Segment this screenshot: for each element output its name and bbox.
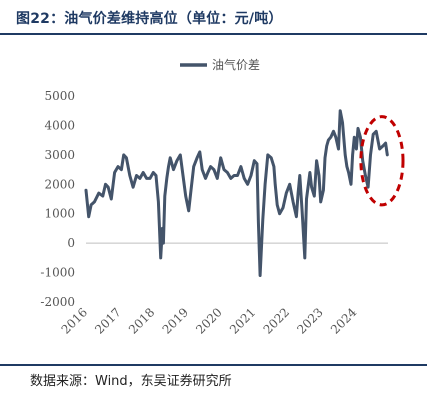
y-tick-label: 1000	[44, 207, 75, 221]
bottom-rule	[0, 364, 427, 366]
y-tick-label: 0	[67, 236, 75, 250]
x-tick-label: 2018	[126, 305, 157, 336]
y-tick-label: 5000	[44, 89, 75, 103]
x-tick-label: 2021	[227, 305, 258, 336]
legend-label: 油气价差	[212, 57, 260, 72]
figure-title-bar: 图22：油气价差维持高位（单位：元/吨）	[0, 0, 427, 35]
series-line-price-spread	[84, 109, 389, 277]
highlight-ellipse	[359, 115, 405, 207]
x-tick-label: 2024	[328, 305, 360, 337]
x-tick-label: 2022	[261, 305, 292, 336]
y-tick-label: 4000	[44, 118, 75, 132]
y-tick-label: -2000	[40, 295, 75, 309]
source-note: 数据来源：Wind，东吴证券研究所	[30, 374, 232, 389]
chart: 油气价差 5000 4000 3000 2000 1000 0 -1000 -2000 201…	[40, 57, 405, 337]
x-tick-label: 2017	[92, 305, 123, 336]
x-tick-label: 2016	[59, 305, 90, 336]
x-tick-label: 2020	[193, 305, 224, 336]
legend: 油气价差	[180, 57, 260, 72]
y-tick-label: 3000	[44, 148, 75, 162]
y-tick-label: 2000	[44, 177, 75, 191]
y-tick-label: -1000	[40, 266, 75, 280]
x-tick-label: 2023	[294, 305, 325, 336]
y-axis: 5000 4000 3000 2000 1000 0 -1000 -2000	[40, 89, 75, 309]
figure-title: 图22：油气价差维持高位（单位：元/吨）	[16, 11, 283, 27]
title-rule	[0, 33, 427, 35]
x-tick-label: 2019	[160, 305, 191, 336]
x-axis: 2016 2017 2018 2019 2020 2021 2022 2023 2024	[59, 305, 360, 337]
